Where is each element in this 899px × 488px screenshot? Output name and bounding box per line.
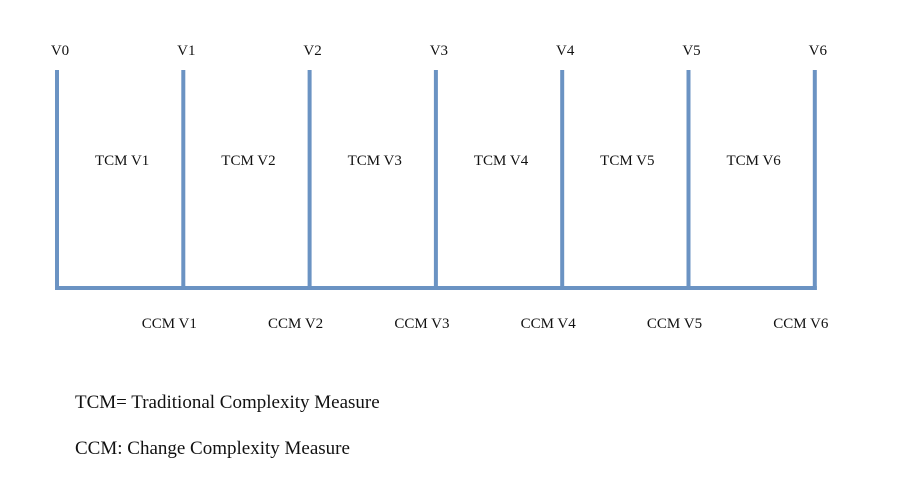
version-label-v2: V2 (303, 43, 321, 59)
ccm-label-3: CCM V3 (394, 316, 449, 332)
tcm-label-2: TCM V2 (221, 153, 275, 169)
tcm-label-5: TCM V5 (600, 153, 654, 169)
legend-ccm-definition: CCM: Change Complexity Measure (75, 438, 350, 459)
tcm-label-1: TCM V1 (95, 153, 149, 169)
version-timeline-diagram: V0 V1 V2 V3 V4 V5 V6 TCM V1 TCM V2 TCM V3 TCM V4 TC… (51, 43, 829, 332)
ccm-label-1: CCM V1 (142, 316, 197, 332)
ccm-label-2: CCM V2 (268, 316, 323, 332)
version-label-v4: V4 (556, 43, 575, 59)
version-label-v3: V3 (430, 43, 448, 59)
version-label-v0: V0 (51, 43, 69, 59)
ccm-label-6: CCM V6 (773, 316, 829, 332)
ccm-label-5: CCM V5 (647, 316, 702, 332)
version-label-v5: V5 (682, 43, 700, 59)
version-label-v1: V1 (177, 43, 195, 59)
version-label-v6: V6 (809, 43, 828, 59)
ccm-label-4: CCM V4 (521, 316, 577, 332)
legend-tcm-definition: TCM= Traditional Complexity Measure (75, 392, 380, 413)
tcm-label-6: TCM V6 (726, 153, 781, 169)
tcm-label-3: TCM V3 (348, 153, 402, 169)
tcm-label-4: TCM V4 (474, 153, 529, 169)
